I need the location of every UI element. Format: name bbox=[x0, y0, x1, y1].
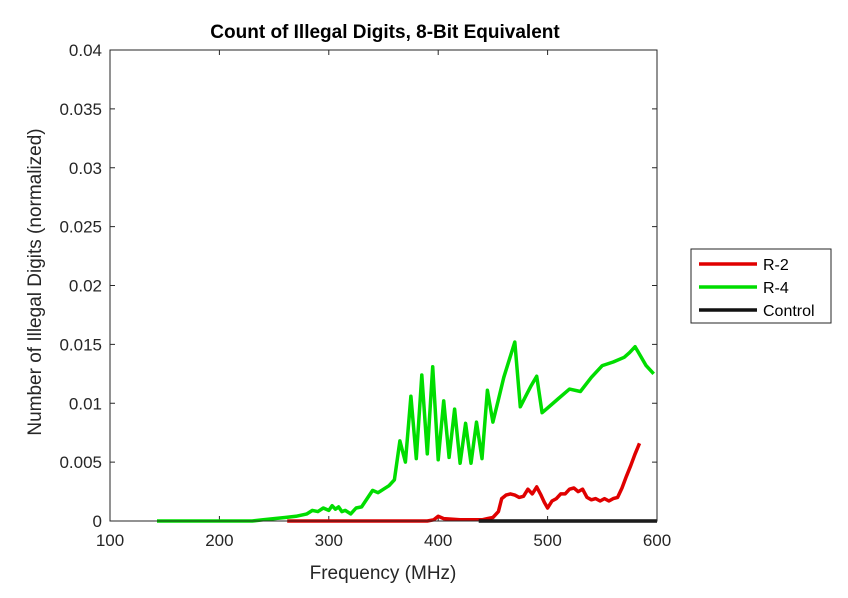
x-axis-label: Frequency (MHz) bbox=[310, 563, 457, 584]
axes-background bbox=[110, 50, 657, 521]
x-tick-label: 500 bbox=[533, 531, 561, 550]
axes-frame bbox=[109, 49, 658, 522]
x-tick-label: 100 bbox=[96, 531, 124, 550]
y-tick-label: 0.04 bbox=[69, 41, 102, 60]
legend-label: R-4 bbox=[763, 280, 789, 297]
y-tick-label: 0.03 bbox=[69, 159, 102, 178]
series-line-r-2 bbox=[287, 442, 642, 523]
y-tick-label: 0.035 bbox=[59, 100, 102, 119]
x-tick-label: 200 bbox=[205, 531, 233, 550]
y-tick-label: 0.025 bbox=[59, 218, 102, 237]
series-line-r-4 bbox=[157, 340, 655, 523]
y-axis-label: Number of Illegal Digits (normalized) bbox=[25, 128, 46, 435]
x-tick-label: 300 bbox=[315, 531, 343, 550]
y-tick-label: 0.015 bbox=[59, 335, 102, 354]
y-tick-label: 0 bbox=[93, 512, 102, 531]
y-tick-label: 0.01 bbox=[69, 394, 102, 413]
y-tick-label: 0.005 bbox=[59, 453, 102, 472]
plot-area: 100 200 300 400 500 600 0 0.005 0.01 0.015 0.02 0.0… bbox=[59, 41, 671, 550]
chart-title: Count of Illegal Digits, 8-Bit Equivalen… bbox=[210, 22, 560, 43]
legend-label: R-2 bbox=[763, 257, 789, 274]
legend-label: Control bbox=[763, 303, 815, 320]
x-tick-label: 600 bbox=[643, 531, 671, 550]
y-tick-label: 0.02 bbox=[69, 277, 102, 296]
x-tick-label: 400 bbox=[424, 531, 452, 550]
legend: R-2 R-4 Control bbox=[690, 248, 832, 324]
